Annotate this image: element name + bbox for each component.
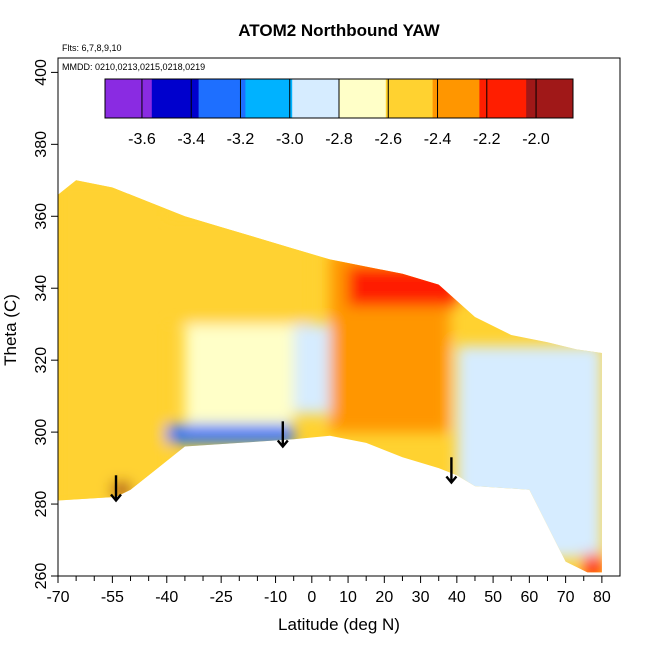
dates-note: MMDD: 0210,0213,0215,0218,0219 xyxy=(62,62,205,72)
flights-note: Flts: 6,7,8,9,10 xyxy=(62,43,122,53)
x-tick-label: -40 xyxy=(155,589,178,606)
colorbar-segment xyxy=(292,79,340,118)
y-tick-label: 280 xyxy=(33,491,50,518)
x-tick-label: 80 xyxy=(593,589,611,606)
colorbar-tick-label: -3.6 xyxy=(128,131,156,148)
colorbar-tick-label: -2.6 xyxy=(374,131,402,148)
region-southern-tropics-upper xyxy=(166,216,312,325)
x-tick-label: 40 xyxy=(448,589,466,606)
x-tick-label: 10 xyxy=(339,589,357,606)
colorbar-tick-label: -2.2 xyxy=(473,131,501,148)
arrow-head xyxy=(110,493,122,503)
colorbar-segment xyxy=(105,79,153,118)
x-tick-label: 50 xyxy=(484,589,502,606)
colorbar: -3.6 -3.4 -3.2 -3.0 -2.8 -2.6 -2.4 -2.2 -2.0 xyxy=(104,78,574,148)
colorbar-segment xyxy=(385,79,434,118)
x-tick-label: -10 xyxy=(264,589,287,606)
x-tick-label: -70 xyxy=(46,589,69,606)
y-tick-label: 340 xyxy=(33,275,50,302)
y-axis-label: Theta (C) xyxy=(1,294,20,366)
colorbar-tick-label: -2.0 xyxy=(522,131,550,148)
x-tick-label: -55 xyxy=(101,589,124,606)
x-tick-label: -25 xyxy=(210,589,233,606)
region-low-level-band-south xyxy=(166,424,294,443)
chart-title: ATOM2 Northbound YAW xyxy=(238,21,440,40)
region-arctic-surface xyxy=(583,554,602,573)
colorbar-tick-label: -3.4 xyxy=(177,131,205,148)
x-tick-label: 0 xyxy=(307,589,316,606)
region-southern-tropics-mid xyxy=(184,324,294,433)
arrow-annotations xyxy=(110,421,458,503)
y-tick-label: 360 xyxy=(33,203,50,230)
y-tick-label: 380 xyxy=(33,131,50,158)
colorbar-tick-label: -2.8 xyxy=(325,131,353,148)
y-tick-label: 400 xyxy=(33,59,50,86)
y-axis: 260 280 300 320 340 360 380 400 xyxy=(33,59,58,589)
x-axis-label: Latitude (deg N) xyxy=(278,615,400,634)
y-tick-label: 320 xyxy=(33,347,50,374)
arrow-head xyxy=(276,439,289,449)
plot-frame xyxy=(57,57,621,577)
region-southern-midlatitudes xyxy=(58,180,167,505)
colorbar-segment xyxy=(198,79,246,118)
colorbar-segment xyxy=(245,79,293,118)
colorbar-tick-label: -3.2 xyxy=(227,131,255,148)
colorbar-segment xyxy=(339,79,387,118)
colorbar-tick-label: -2.4 xyxy=(424,131,452,148)
down-arrow xyxy=(110,475,122,503)
x-tick-label: 60 xyxy=(520,589,538,606)
region-subtropical-jet-core xyxy=(348,266,457,307)
x-tick-label: 70 xyxy=(557,589,575,606)
value-regions xyxy=(58,180,602,573)
y-tick-label: 260 xyxy=(33,563,50,590)
region-northern-midlatitudes xyxy=(456,345,602,559)
colorbar-segment xyxy=(432,79,480,118)
arrow-head xyxy=(445,475,458,485)
x-axis: -70 -55 -40 -25 -10 0 10 20 30 40 50 60 70 80 xyxy=(46,576,611,606)
colorbar-tick-label: -3.0 xyxy=(276,131,304,148)
colorbar-segment xyxy=(526,79,574,118)
x-tick-label: 30 xyxy=(412,589,430,606)
x-tick-label: 20 xyxy=(375,589,393,606)
down-arrow xyxy=(445,457,458,485)
y-tick-label: 300 xyxy=(33,419,50,446)
colorbar-segment xyxy=(151,79,200,118)
down-arrow xyxy=(276,421,289,449)
